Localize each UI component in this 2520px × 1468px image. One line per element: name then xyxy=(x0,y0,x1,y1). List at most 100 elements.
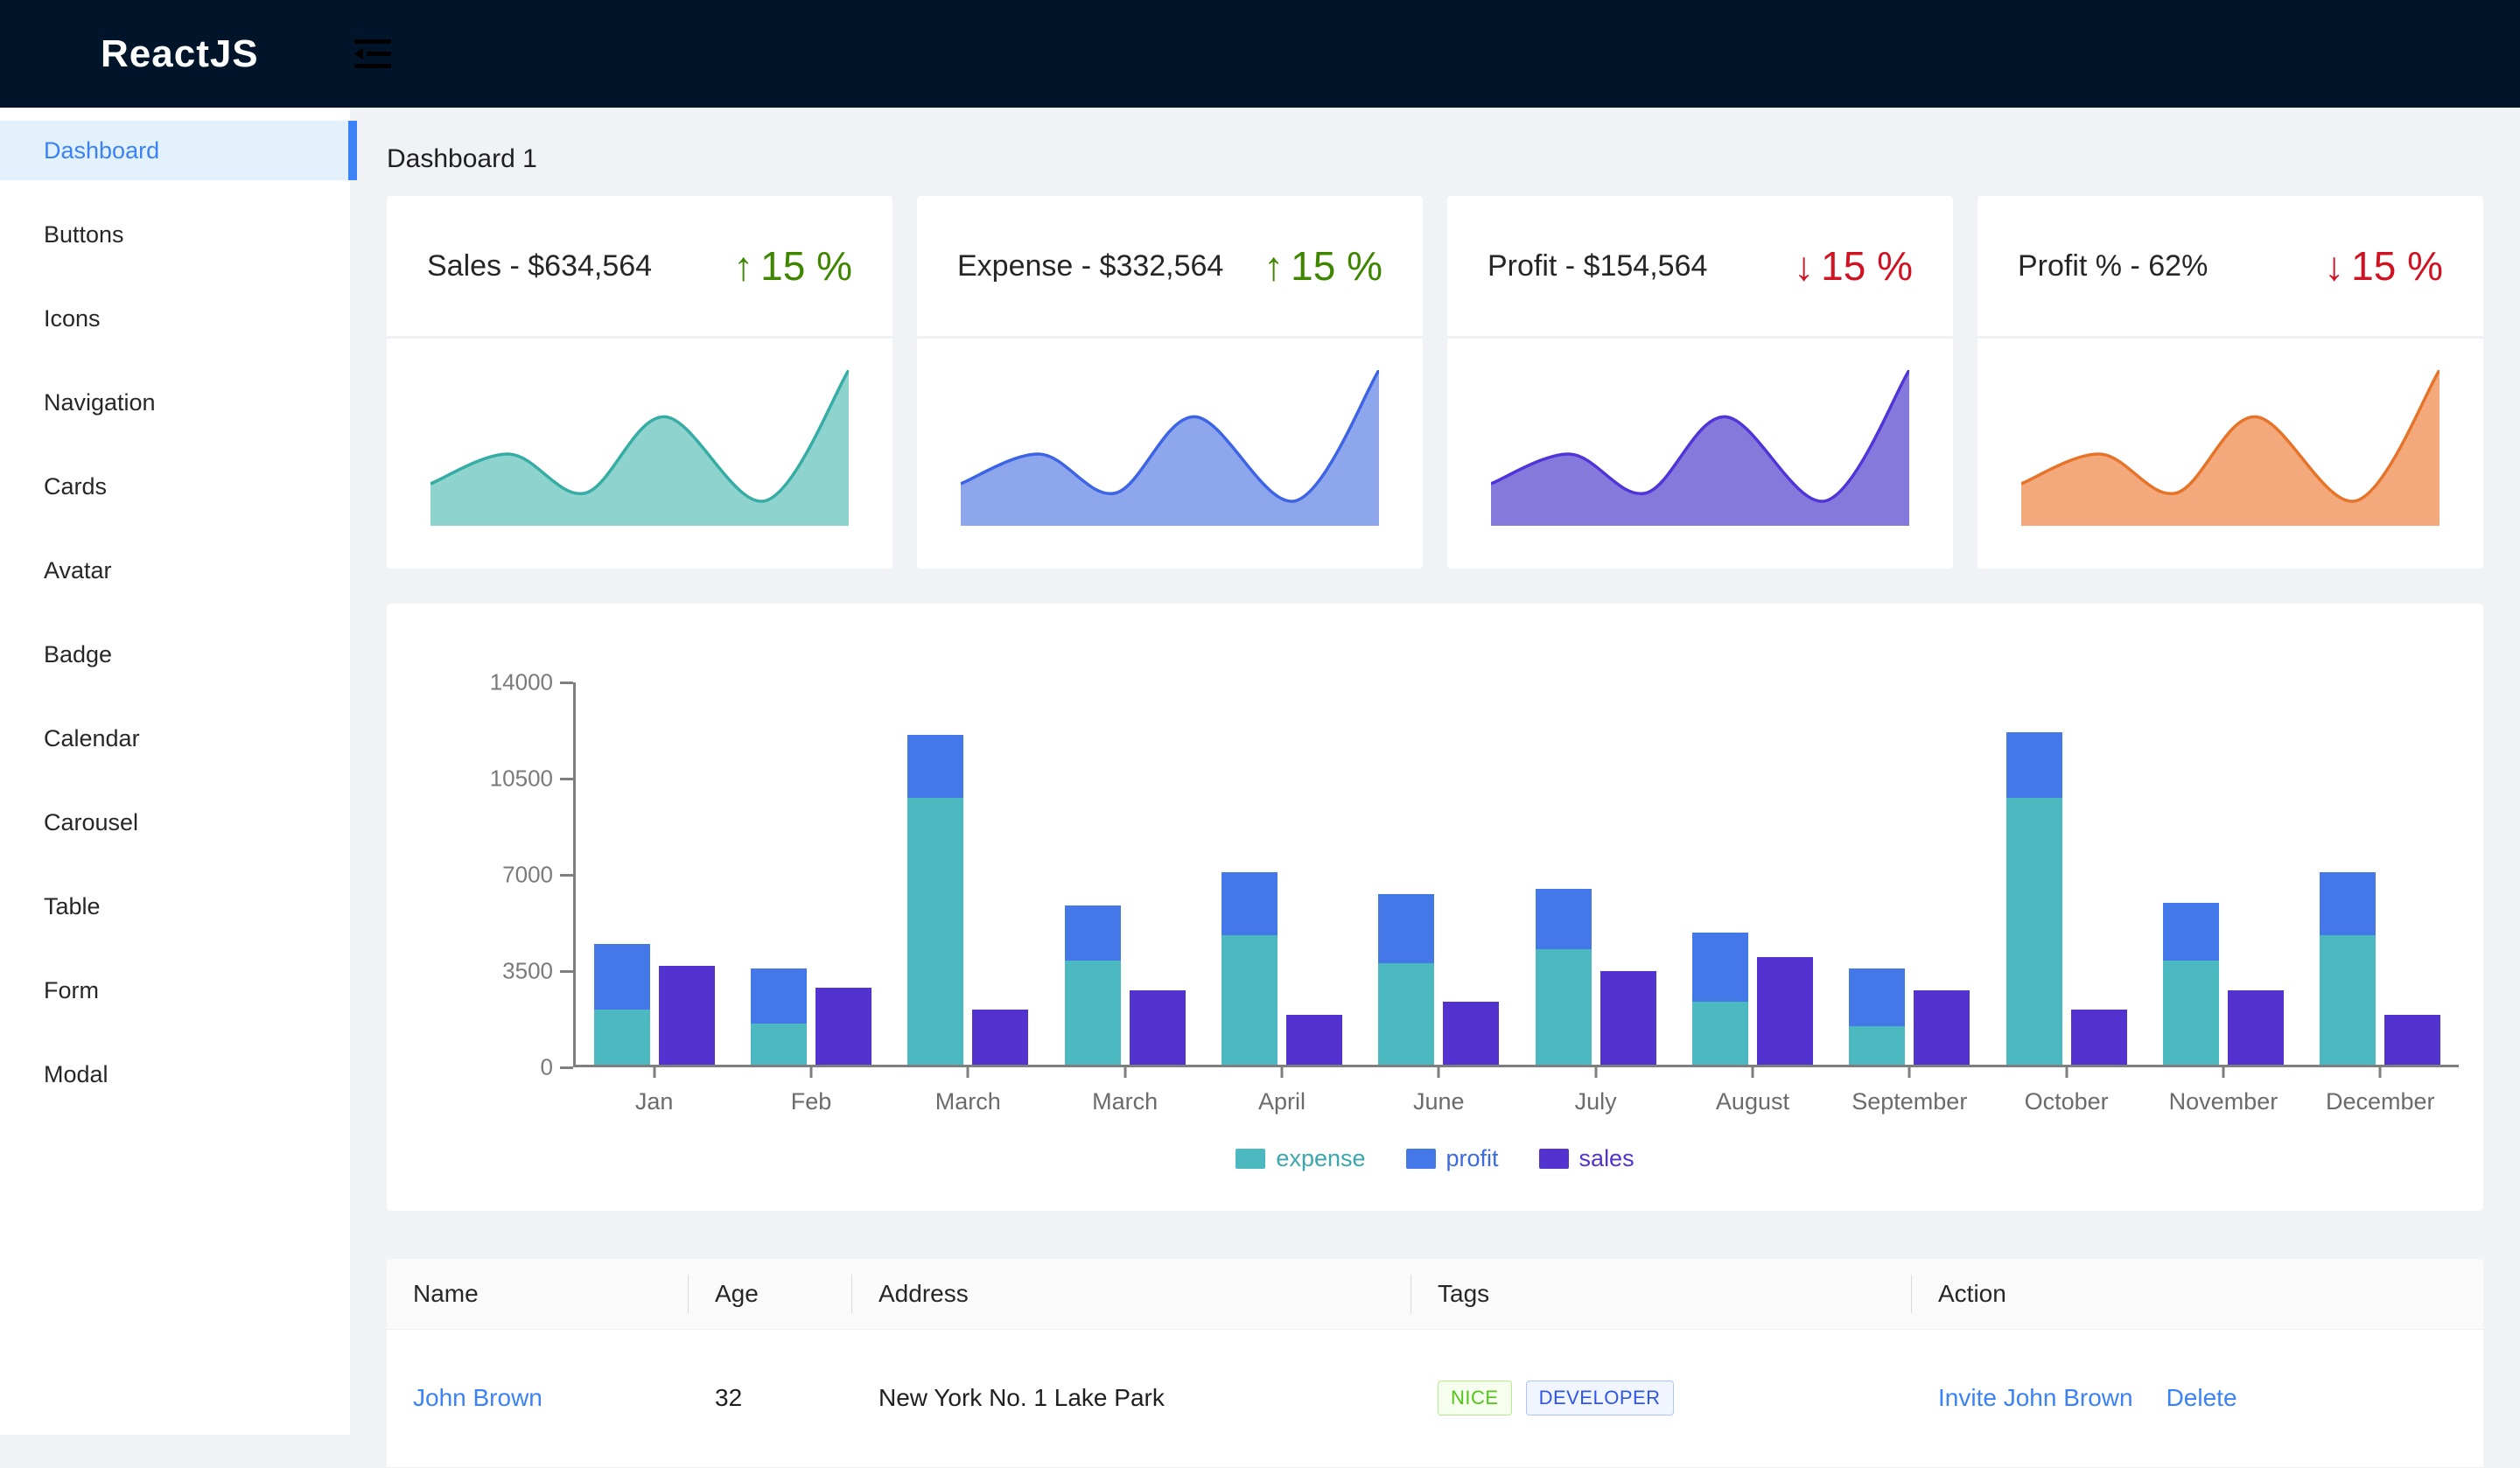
sparkline-svg xyxy=(961,370,1379,526)
legend-label: sales xyxy=(1578,1145,1634,1171)
expense-bar-segment xyxy=(1535,949,1592,1065)
y-axis-label: 0 xyxy=(540,1053,553,1080)
sales-bar xyxy=(972,1010,1029,1065)
sidebar-item-table[interactable]: Table xyxy=(0,877,350,936)
cell-name: John Brown xyxy=(387,1329,689,1468)
card-divider xyxy=(387,336,892,339)
sales-bar xyxy=(1443,1001,1500,1065)
x-axis-tick xyxy=(1437,1067,1440,1078)
sidebar-item-label: Calendar xyxy=(44,724,140,751)
sales-bar xyxy=(815,988,872,1065)
legend-item-expense[interactable]: expense xyxy=(1236,1145,1366,1172)
trend-down-icon: ↓ xyxy=(1794,243,1815,289)
menu-fold-icon[interactable] xyxy=(350,31,396,77)
x-axis-tick xyxy=(1124,1067,1127,1078)
sales-bar xyxy=(2070,1010,2127,1065)
x-axis-label: March xyxy=(1092,1088,1158,1115)
row-name-link[interactable]: John Brown xyxy=(413,1384,542,1411)
legend-swatch-profit xyxy=(1405,1149,1436,1169)
sidebar-item-label: Badge xyxy=(44,640,113,668)
sidebar-item-label: Table xyxy=(44,892,101,919)
expense-bar-segment xyxy=(1221,935,1278,1065)
stacked-bar xyxy=(593,943,650,1065)
app-header: ReactJS xyxy=(0,0,2520,108)
sparkline-area-chart xyxy=(917,339,1423,526)
legend-item-profit[interactable]: profit xyxy=(1405,1145,1499,1172)
stat-card-title: Expense - $332,564 xyxy=(957,248,1224,283)
x-axis-label: October xyxy=(2024,1088,2109,1115)
stat-card-header: Expense - $332,564 ↑ 15 % xyxy=(917,196,1423,336)
legend-item-sales[interactable]: sales xyxy=(1538,1145,1634,1172)
stat-card-title: Sales - $634,564 xyxy=(427,248,653,283)
bar-group-october-9: October xyxy=(1988,682,2145,1115)
data-table-card: Name Age Address Tags Action John Brown 32 New… xyxy=(387,1259,2483,1468)
sidebar-item-calendar[interactable]: Calendar xyxy=(0,709,350,768)
sidebar-item-navigation[interactable]: Navigation xyxy=(0,373,350,432)
cell-age: 32 xyxy=(689,1329,852,1468)
sidebar-item-carousel[interactable]: Carousel xyxy=(0,793,350,852)
y-axis-tick xyxy=(560,681,573,684)
action-link-delete[interactable]: Delete xyxy=(2166,1384,2237,1411)
sparkline-svg xyxy=(430,370,849,526)
legend-swatch-expense xyxy=(1236,1149,1266,1169)
sidebar-item-avatar[interactable]: Avatar xyxy=(0,541,350,600)
stacked-bar xyxy=(907,734,964,1065)
profit-bar-segment xyxy=(2162,902,2219,961)
x-axis-tick xyxy=(809,1067,813,1078)
sidebar-item-dashboard[interactable]: Dashboard xyxy=(0,121,357,180)
sidebar-item-label: Carousel xyxy=(44,808,139,835)
sales-bar xyxy=(1285,1015,1342,1065)
y-axis-tick xyxy=(560,1066,573,1069)
x-axis-label: Feb xyxy=(790,1088,832,1115)
y-axis-tick xyxy=(560,777,573,780)
stat-card-delta: ↑ 15 % xyxy=(1264,242,1382,290)
sidebar-item-label: Modal xyxy=(44,1060,108,1087)
sidebar-item-form[interactable]: Form xyxy=(0,961,350,1020)
sparkline-area-chart xyxy=(1447,339,1953,526)
x-axis-label: December xyxy=(2325,1088,2435,1115)
sidebar-item-badge[interactable]: Badge xyxy=(0,625,350,684)
y-axis-label: 10500 xyxy=(489,765,553,792)
sidebar-menu: Dashboard Buttons Icons Navigation Cards Avat… xyxy=(0,108,357,1104)
sidebar-item-label: Cards xyxy=(44,472,108,500)
x-axis-label: August xyxy=(1715,1088,1789,1115)
sidebar-item-icons[interactable]: Icons xyxy=(0,289,350,348)
table-row: John Brown 32 New York No. 1 Lake Park NICE… xyxy=(387,1329,2483,1468)
sidebar-item-buttons[interactable]: Buttons xyxy=(0,205,350,264)
stat-delta-value: 15 % xyxy=(1821,243,1913,289)
profit-bar-segment xyxy=(1535,888,1592,949)
sidebar-item-label: Form xyxy=(44,976,99,1003)
x-axis-label: June xyxy=(1413,1088,1465,1115)
sparkline-area-chart xyxy=(1978,339,2483,526)
stat-card-delta: ↑ 15 % xyxy=(733,242,852,290)
stat-card-header: Profit % - 62% ↓ 15 % xyxy=(1978,196,2483,336)
x-axis-tick xyxy=(1751,1067,1754,1078)
stat-card-title: Profit - $154,564 xyxy=(1488,248,1708,283)
x-axis-tick xyxy=(1908,1067,1911,1078)
y-axis-label: 3500 xyxy=(502,957,553,984)
expense-bar-segment xyxy=(907,798,964,1065)
sidebar-item-label: Dashboard xyxy=(44,136,160,164)
sales-bar xyxy=(1914,990,1970,1065)
stacked-bar xyxy=(1535,888,1592,1065)
sparkline-area-chart xyxy=(387,339,892,526)
profit-bar-segment xyxy=(2320,872,2376,936)
stacked-bar xyxy=(1064,905,1121,1065)
profit-bar-segment xyxy=(1849,968,1906,1026)
expense-bar-segment xyxy=(1691,1001,1748,1065)
column-header-tags: Tags xyxy=(1411,1259,1912,1330)
x-axis-label: April xyxy=(1257,1088,1306,1115)
sales-bar xyxy=(1756,957,1813,1065)
sparkline-svg xyxy=(1491,370,1909,526)
stat-delta-value: 15 % xyxy=(2351,243,2443,289)
bar-group-feb-1: Feb xyxy=(732,682,889,1115)
x-axis-tick xyxy=(1280,1067,1284,1078)
stat-cards-row: Sales - $634,564 ↑ 15 % Expense - $332,564 ↑… xyxy=(387,196,2483,569)
bar-plot: Jan Feb March March April June July August Septe… xyxy=(490,669,2459,1115)
trend-down-icon: ↓ xyxy=(2324,243,2345,289)
sidebar-item-modal[interactable]: Modal xyxy=(0,1045,350,1104)
action-link-invite-john-brown[interactable]: Invite John Brown xyxy=(1938,1384,2133,1411)
sidebar-item-cards[interactable]: Cards xyxy=(0,457,350,516)
y-axis-tick xyxy=(560,873,573,877)
expense-bar-segment xyxy=(1064,960,1121,1065)
